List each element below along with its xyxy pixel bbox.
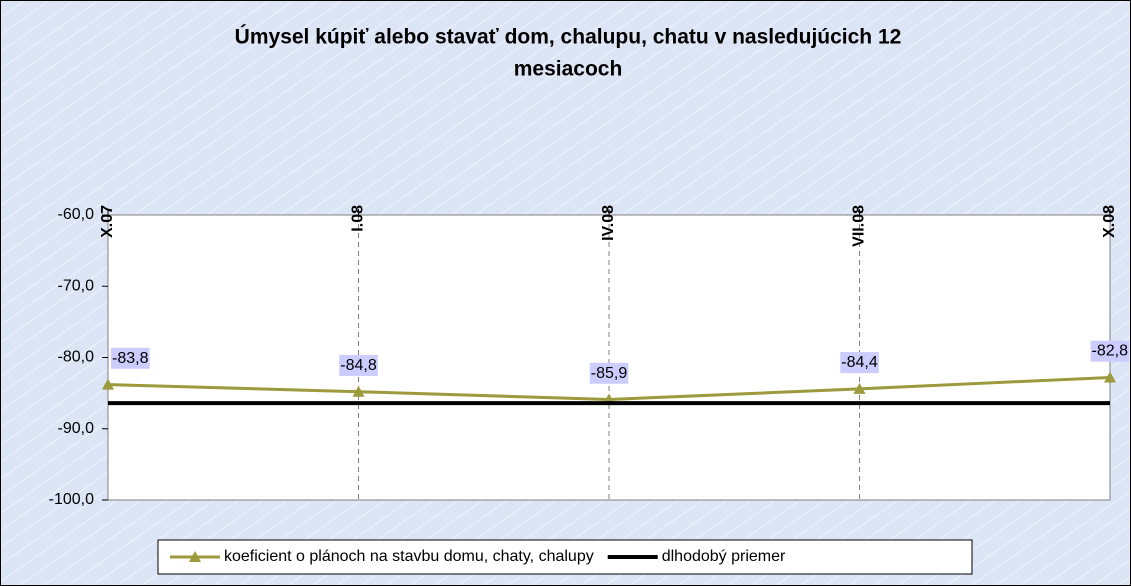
- data-label: -82,8: [1092, 343, 1129, 360]
- y-tick-label: -90,0: [58, 420, 95, 437]
- data-label-bg: [339, 354, 378, 376]
- data-label-bg: [1090, 340, 1130, 362]
- legend: [157, 539, 973, 575]
- legend-label: koeficient o plánoch na stavbu domu, cha…: [224, 548, 594, 565]
- y-tick-label: -70,0: [58, 277, 95, 294]
- x-tick-label: X.08: [1101, 205, 1118, 238]
- marker: [853, 382, 866, 394]
- x-tick-label: IV.08: [600, 205, 617, 241]
- data-label-bg: [840, 352, 879, 374]
- data-label: -85,9: [591, 365, 628, 382]
- marker: [352, 385, 365, 397]
- marker: [1104, 371, 1116, 383]
- y-tick-label: -80,0: [58, 349, 95, 366]
- y-tick-label: -100,0: [49, 491, 94, 508]
- x-tick-label: I.08: [350, 205, 367, 232]
- x-tick-label: X.07: [99, 205, 116, 238]
- data-label: -83,8: [112, 350, 149, 367]
- plot-area: [107, 214, 1111, 501]
- y-tick-label: -60,0: [58, 206, 95, 223]
- marker: [102, 378, 114, 390]
- legend-label: dlhodobý priemer: [662, 548, 786, 565]
- data-label-bg: [111, 347, 150, 369]
- data-label: -84,8: [340, 357, 377, 374]
- x-tick-label: VII.08: [851, 205, 868, 247]
- data-label-bg: [589, 362, 629, 384]
- chart-title: Úmysel kúpiť alebo stavať dom, chalupu, …: [235, 25, 902, 49]
- legend-marker: [189, 551, 201, 562]
- data-label: -84,4: [841, 354, 878, 371]
- chart-title: mesiacoch: [514, 58, 623, 81]
